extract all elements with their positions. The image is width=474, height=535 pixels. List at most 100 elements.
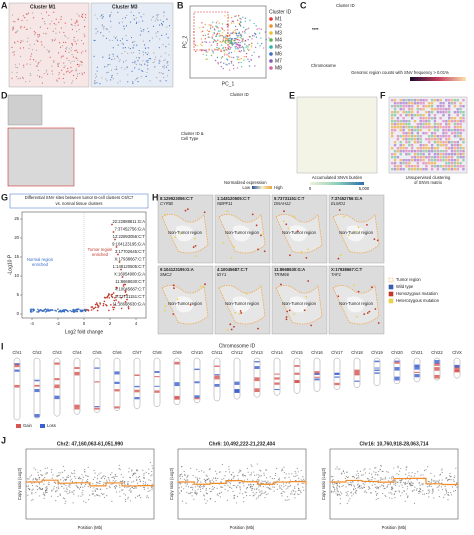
point (359, 470, 361, 472)
point (151, 474, 153, 476)
texture-dot (94, 80, 96, 82)
point (351, 482, 353, 484)
point (358, 486, 360, 488)
point-label: 22:22888811:G:A (112, 219, 145, 224)
spot (405, 135, 408, 138)
spot (430, 156, 434, 159)
spot (450, 102, 454, 105)
texture-dot (103, 25, 105, 28)
gain-band (294, 372, 300, 375)
texture-dot (73, 74, 75, 77)
point (408, 482, 410, 484)
point (98, 305, 100, 307)
point (191, 495, 193, 497)
spot (433, 114, 437, 117)
scatter-dot (242, 46, 245, 49)
spot (422, 150, 425, 153)
colorbar (252, 186, 272, 189)
spot (391, 114, 394, 117)
point (27, 485, 30, 487)
point (63, 480, 65, 482)
point (147, 490, 149, 492)
annotation: Normal region (27, 257, 54, 262)
point (146, 495, 148, 497)
point (109, 487, 111, 489)
point (384, 476, 387, 478)
texture-dot (26, 13, 28, 15)
spot (453, 111, 457, 114)
point (232, 484, 234, 487)
gain-band (54, 384, 60, 389)
spot (399, 165, 402, 168)
scatter-dot (235, 43, 237, 45)
point (199, 488, 202, 490)
point (73, 470, 76, 472)
point (60, 483, 62, 485)
scatter-dot (236, 43, 238, 45)
tissue-shape (176, 296, 194, 313)
point-label: 4:10045687:C:T (115, 287, 145, 292)
scatter-dot (217, 30, 220, 32)
spot (405, 132, 408, 135)
point (409, 484, 411, 486)
point (151, 489, 153, 491)
loss-band (414, 364, 420, 367)
texture-dot (43, 20, 45, 22)
point (221, 463, 224, 466)
point (252, 491, 254, 494)
point (120, 307, 123, 310)
texture-dot (37, 63, 39, 65)
caption: Accumulated SNVs burden (312, 175, 363, 180)
texture-dot (116, 39, 119, 41)
point (441, 471, 443, 474)
point (204, 498, 206, 500)
point (353, 486, 356, 488)
point (374, 478, 376, 480)
point (123, 493, 125, 495)
point (256, 487, 258, 489)
spot (416, 162, 420, 165)
spot (419, 147, 422, 150)
texture-dot (121, 38, 124, 40)
point (269, 481, 271, 484)
spot (430, 162, 434, 165)
texture-dot (121, 42, 123, 44)
mutation-spot (355, 315, 358, 318)
point (259, 469, 261, 471)
texture-dot (140, 76, 142, 78)
point (391, 493, 393, 495)
point (191, 491, 193, 494)
spot (408, 138, 411, 141)
scatter-dot (194, 50, 197, 53)
point (108, 478, 110, 480)
texture-dot (72, 69, 74, 72)
texture-dot (93, 55, 95, 58)
point (224, 484, 226, 487)
texture-dot (65, 71, 68, 73)
spot (391, 126, 394, 129)
point (391, 478, 393, 480)
scatter-dot (231, 43, 233, 46)
spot (459, 129, 462, 132)
point (216, 473, 218, 475)
scatter-dot (245, 56, 247, 58)
point (117, 301, 120, 303)
point (119, 486, 121, 488)
spot (410, 159, 414, 162)
point (134, 487, 136, 489)
spot (425, 123, 428, 126)
point (427, 480, 429, 483)
map-title: 7:37452756:G:A (331, 196, 362, 201)
spot (405, 123, 408, 126)
spot (408, 108, 411, 111)
point (127, 496, 129, 498)
scatter-dot (200, 43, 202, 45)
point (285, 484, 287, 487)
texture-dot (71, 82, 73, 84)
scatter-dot (229, 37, 232, 39)
texture-dot (33, 31, 35, 33)
scatter-dot (208, 24, 210, 26)
point (228, 478, 230, 480)
point (405, 469, 407, 471)
